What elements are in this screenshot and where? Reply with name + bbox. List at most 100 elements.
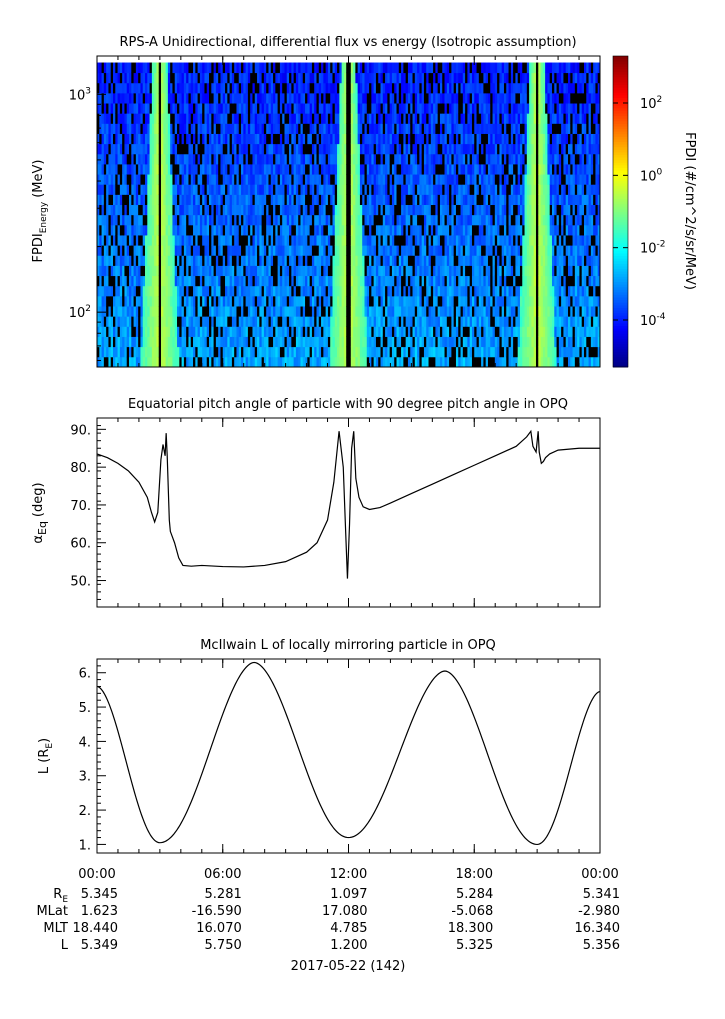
heatmap-cell [389,306,393,317]
heatmap-cell [339,103,343,114]
heatmap-cell [195,224,198,236]
heatmap-cell [380,143,384,155]
heatmap-cell [291,72,295,84]
heatmap-cell [266,336,269,348]
heatmap-cell [467,235,471,246]
heatmap-cell [353,153,356,165]
heatmap-cell [142,82,146,94]
heatmap-cell [282,204,285,216]
heatmap-cell [250,346,253,358]
heatmap-cell [318,214,322,226]
heatmap-cell [170,316,173,327]
heatmap-cell [318,133,322,145]
heatmap-cell [257,143,260,155]
heatmap-cell [238,235,242,246]
heatmap-cell [174,123,178,134]
heatmap-cell [277,133,281,145]
heatmap-cell [129,82,132,94]
heatmap-cell [446,336,450,348]
heatmap-cell [129,164,132,175]
heatmap-cell [133,123,137,134]
heatmap-cell [469,82,473,94]
heatmap-cell [316,245,320,256]
heatmap-cell [138,153,141,165]
heatmap-cell [149,245,153,256]
heatmap-cell [195,92,198,104]
heatmap-cell [291,174,295,185]
heatmap-cell [261,265,265,277]
heatmap-cell [375,295,379,307]
heatmap-cell [394,133,397,145]
heatmap-cell [369,356,372,368]
heatmap-cell [234,356,237,368]
heatmap-cell [366,62,370,74]
heatmap-cell [259,326,263,337]
heatmap-cell [407,336,411,348]
heatmap-cell [190,174,194,185]
heatmap-cell [206,184,210,195]
heatmap-cell [439,235,443,246]
heatmap-cell [359,255,363,266]
heatmap-cell [167,356,171,368]
heatmap-cell [151,72,155,84]
heatmap-cell [298,336,301,348]
heatmap-cell [247,356,251,368]
heatmap-cell [142,285,146,297]
heatmap-cell [403,82,407,94]
heatmap-cell [396,62,400,74]
heatmap-cell [133,82,137,94]
heatmap-cell [138,316,141,327]
heatmap-cell [401,336,404,348]
heatmap-cell [316,62,320,74]
heatmap-cell [266,214,269,226]
heatmap-cell [433,92,436,104]
heatmap-cell [373,204,377,216]
heatmap-cell [355,62,359,74]
heatmap-cell [177,164,180,175]
heatmap-cell [293,123,297,134]
heatmap-cell [183,285,187,297]
heatmap-cell [421,62,425,74]
heatmap-cell [330,72,333,84]
heatmap-cell [186,123,189,134]
heatmap-cell [236,356,240,368]
heatmap-cell [190,204,194,216]
heatmap-cell [279,336,283,348]
heatmap-cell [327,214,331,226]
heatmap-cell [387,133,391,145]
heatmap-cell [321,72,324,84]
heatmap-cell [122,255,125,266]
heatmap-cell [439,153,443,165]
heatmap-cell [433,62,436,74]
heatmap-cell [458,224,461,236]
heatmap-cell [378,326,381,337]
heatmap-cell [183,255,187,266]
heatmap-cell [263,306,267,317]
heatmap-cell [149,316,153,327]
heatmap-cell [369,204,372,216]
heatmap-cell [140,245,144,256]
heatmap-cell [266,326,269,337]
heatmap-cell [183,326,187,337]
heatmap-cell [122,214,125,226]
heatmap-cell [421,82,425,94]
heatmap-cell [462,295,466,307]
heatmap-cell [243,265,247,277]
heatmap-cell [190,235,194,246]
heatmap-cell [453,316,457,327]
heatmap-cell [129,224,132,236]
heatmap-cell [252,255,256,266]
heatmap-cell [277,316,281,327]
heatmap-cell [378,92,381,104]
heatmap-cell [202,184,205,195]
heatmap-cell [369,214,372,226]
heatmap-cell [163,285,166,297]
heatmap-cell [268,204,272,216]
heatmap-cell [167,306,171,317]
heatmap-cell [190,92,194,104]
heatmap-cell [421,143,425,155]
heatmap-cell [204,92,208,104]
heatmap-cell [279,326,283,337]
heatmap-cell [330,204,333,216]
heatmap-cell [231,123,235,134]
